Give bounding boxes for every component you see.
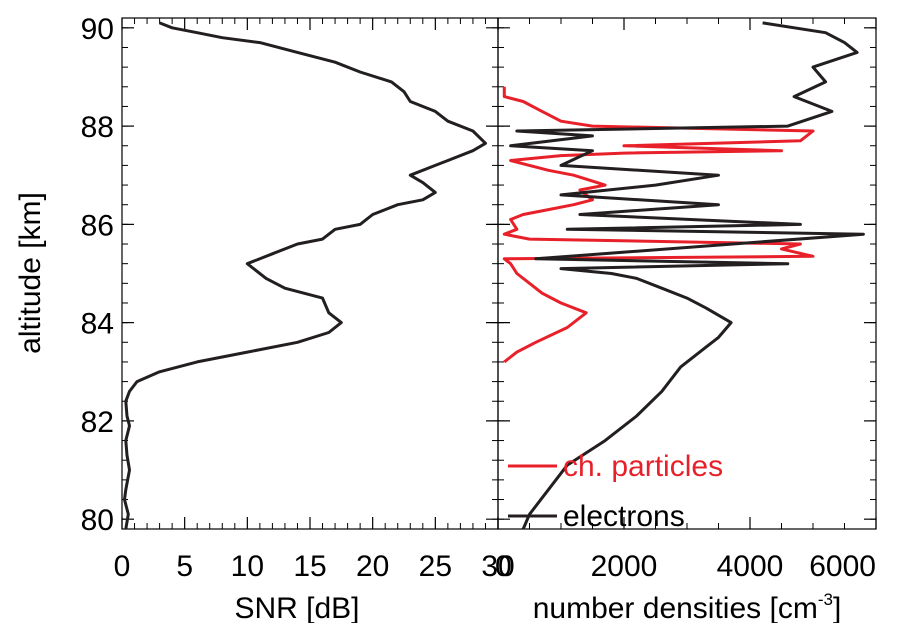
y-tick-label: 80 [81, 504, 114, 537]
snr-series-group [123, 21, 487, 530]
snr-x-tick-label: 30 [481, 550, 514, 583]
chart-legend: ch. particles electrons [508, 450, 723, 533]
density-x-tick-label: 6000 [809, 550, 876, 583]
density-x-axis-ticks: 0 2000 4000 6000 [495, 18, 877, 583]
density-x-axis-label: number densities [cm-3] [533, 590, 842, 623]
density-x-axis-label-sup: -3 [818, 590, 833, 609]
y-tick-label: 90 [81, 13, 114, 46]
density-x-axis-label-end: ] [833, 592, 841, 623]
legend-label-electrons: electrons [563, 500, 685, 533]
snr-x-axis-label: SNR [dB] [234, 592, 359, 623]
y-tick-label: 84 [81, 308, 114, 341]
density-x-axis-label-main: number densities [cm [533, 592, 818, 623]
snr-line-snr [123, 21, 487, 530]
snr-x-tick-label: 20 [356, 550, 389, 583]
snr-panel-frame [121, 17, 499, 530]
y-axis-ticks: 80 82 84 86 88 90 [81, 13, 876, 537]
density-x-tick-label: 2000 [591, 550, 658, 583]
density-x-tick-label: 4000 [717, 550, 784, 583]
density-x-tick-label: 0 [495, 550, 512, 583]
snr-x-axis-ticks: 0 5 10 15 20 25 30 [114, 18, 515, 583]
density-series-group [502, 21, 865, 530]
density-line-ch-particles [502, 86, 815, 364]
y-axis-label: altitude [km] [14, 192, 47, 354]
density-line-electrons [509, 21, 865, 530]
y-tick-label: 82 [81, 406, 114, 439]
snr-x-tick-label: 10 [231, 550, 264, 583]
legend-label-ch-particles: ch. particles [563, 450, 723, 483]
snr-x-tick-label: 0 [114, 550, 131, 583]
snr-x-tick-label: 5 [176, 550, 193, 583]
y-tick-label: 88 [81, 111, 114, 144]
snr-x-tick-label: 25 [419, 550, 452, 583]
y-tick-label: 86 [81, 209, 114, 242]
snr-x-tick-label: 15 [293, 550, 326, 583]
